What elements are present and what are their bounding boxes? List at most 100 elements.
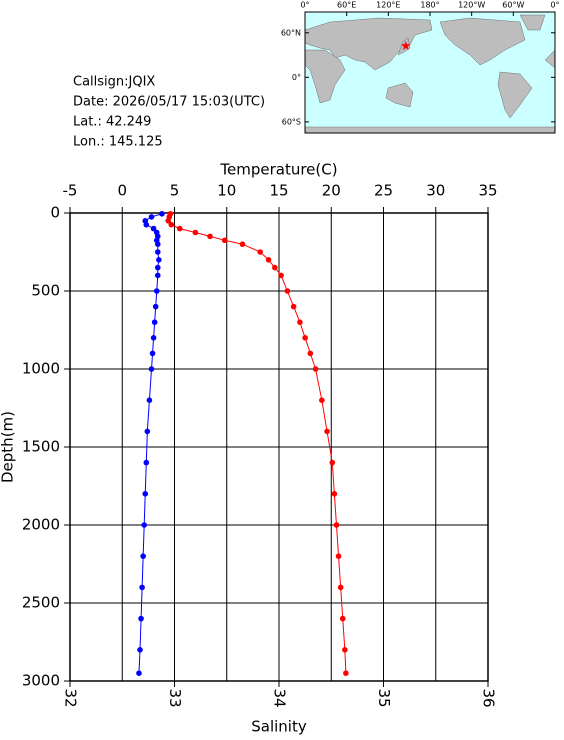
data-point — [152, 303, 159, 310]
data-point — [239, 241, 246, 247]
info-block: Callsign:JQIX Date: 2026/05/17 15:03(UTC… — [73, 75, 265, 150]
plot-frame — [69, 212, 489, 682]
data-point — [290, 303, 297, 310]
x-tick-label: 34 — [271, 688, 289, 707]
y-axis-label: Depth(m) — [0, 411, 17, 483]
station-marker — [401, 41, 411, 50]
data-point — [339, 615, 346, 622]
y-tick-label: 2500 — [22, 594, 60, 612]
info-line: Lat.: 42.249 — [73, 115, 151, 130]
map-y-tick-label: 60°S — [282, 117, 301, 126]
data-point — [144, 428, 151, 435]
antarctica — [304, 126, 556, 134]
x-tick-label: 32 — [62, 688, 80, 707]
data-point — [154, 272, 161, 279]
map-x-tick-label: 120°E — [376, 1, 400, 10]
map-x-tick-label: 0° — [300, 1, 309, 10]
y-tick-label: 1500 — [22, 438, 60, 456]
data-point — [319, 397, 325, 404]
x-tick-label: 36 — [480, 688, 498, 707]
data-point — [335, 553, 342, 559]
x2-axis-label: Temperature(C) — [219, 161, 337, 179]
data-point — [139, 584, 145, 591]
x2-tick-label: -5 — [63, 182, 78, 200]
data-point — [154, 241, 161, 247]
data-point — [265, 257, 272, 263]
south-america — [497, 71, 533, 119]
data-point — [154, 249, 161, 255]
map-y-tick-label: 0° — [292, 73, 301, 82]
data-point — [153, 288, 160, 294]
data-point — [150, 335, 157, 341]
data-point — [343, 670, 349, 676]
data-point — [272, 264, 278, 271]
eurasia — [304, 17, 433, 71]
data-point — [221, 237, 228, 244]
australia — [385, 82, 414, 108]
land — [304, 14, 556, 134]
data-point — [168, 221, 175, 228]
data-point — [207, 233, 213, 240]
map-x-tick-label: 180° — [420, 1, 439, 10]
profile-line — [167, 213, 347, 674]
data-point — [257, 249, 263, 255]
map: 0° 60°E 120°E 180° 120°W 60°W 0° 60°N 0° 60°S — [281, 1, 560, 134]
data-point — [141, 522, 147, 528]
x2-tick-label: 35 — [478, 182, 497, 200]
africa — [304, 49, 346, 104]
x2-tick-label: 30 — [426, 182, 445, 200]
data-point — [333, 522, 340, 528]
data-point — [137, 647, 143, 653]
info-line: Date: 2026/05/17 15:03(UTC) — [73, 95, 265, 110]
map-x-tick-label: 0° — [550, 1, 559, 10]
map-x-tick-label: 60°E — [337, 1, 356, 10]
data-point — [136, 670, 142, 676]
profile-line — [138, 213, 163, 674]
data-point — [176, 225, 183, 232]
data-point — [142, 491, 149, 497]
info-line: Lon.: 145.125 — [73, 135, 163, 150]
data-point — [337, 584, 344, 591]
data-point — [156, 257, 162, 263]
y-tick-label: 500 — [31, 282, 60, 300]
data-point — [149, 350, 156, 357]
data-point — [138, 615, 144, 622]
data-point — [143, 221, 150, 228]
x-axis-label: Salinity — [251, 718, 307, 736]
map-x-tick-label: 60°W — [502, 1, 524, 10]
data-point — [151, 319, 158, 326]
data-point — [150, 225, 157, 232]
greenland — [519, 14, 546, 31]
data-point — [148, 366, 155, 372]
x2-tick-label: 15 — [269, 182, 288, 200]
data-point — [159, 210, 165, 217]
data-point — [307, 350, 314, 357]
data-point — [148, 214, 155, 220]
data-point — [329, 459, 336, 466]
y-tick-label: 3000 — [22, 672, 60, 690]
y-tick-label: 2000 — [22, 516, 60, 534]
data-point — [331, 491, 338, 497]
north-america — [439, 17, 526, 66]
data-point — [146, 397, 153, 404]
x2-tick-label: 25 — [374, 182, 393, 200]
data-point — [143, 459, 150, 466]
data-point — [297, 319, 303, 326]
data-point — [278, 272, 284, 279]
data-point — [324, 428, 330, 435]
y-tick-label: 0 — [50, 204, 60, 222]
x2-tick-label: 0 — [117, 182, 127, 200]
x2-tick-label: 10 — [217, 182, 236, 200]
data-point — [312, 366, 319, 372]
y-tick-label: 1000 — [22, 360, 60, 378]
x-tick-label: 33 — [166, 688, 184, 707]
map-y-tick-label: 60°N — [281, 28, 301, 37]
data-point — [165, 218, 172, 224]
data-point — [342, 647, 348, 653]
info-line: Callsign:JQIX — [73, 75, 155, 90]
x2-tick-label: 5 — [170, 182, 180, 200]
data-point — [140, 553, 146, 559]
x2-tick-label: 20 — [322, 182, 341, 200]
